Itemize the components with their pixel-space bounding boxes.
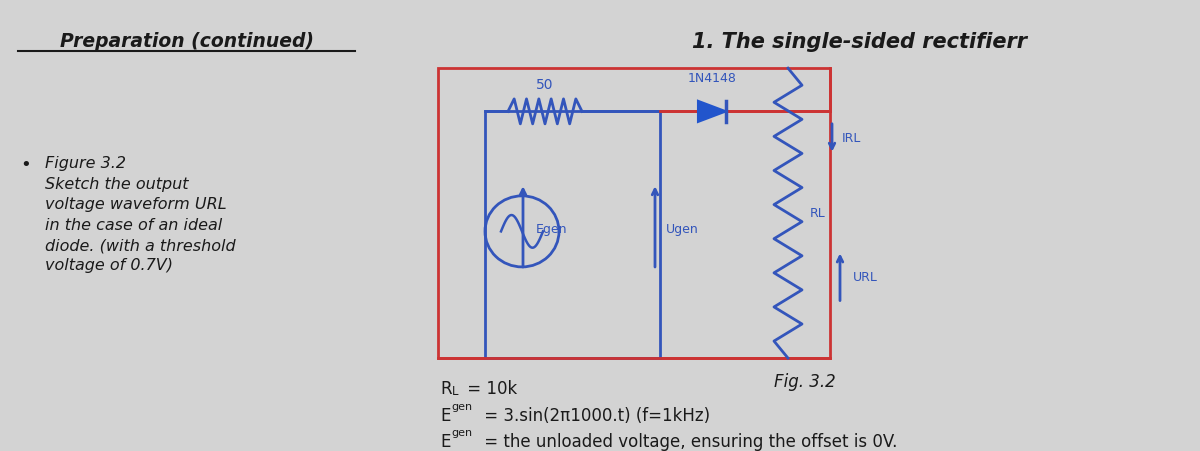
Text: Fig. 3.2: Fig. 3.2 — [774, 373, 836, 391]
Text: 50: 50 — [536, 78, 553, 92]
Polygon shape — [698, 101, 726, 122]
Text: 1N4148: 1N4148 — [688, 73, 737, 85]
Text: = 10k: = 10k — [462, 380, 517, 398]
Text: URL: URL — [853, 271, 878, 284]
Text: Egen: Egen — [536, 223, 568, 236]
Text: = 3.sin(2π1000.t) (f=1kHz): = 3.sin(2π1000.t) (f=1kHz) — [479, 407, 710, 425]
Text: = the unloaded voltage, ensuring the offset is 0V.: = the unloaded voltage, ensuring the off… — [479, 433, 898, 451]
Text: Preparation (continued): Preparation (continued) — [60, 32, 314, 51]
Text: gen: gen — [451, 402, 473, 412]
Text: 1. The single-sided rectifierr: 1. The single-sided rectifierr — [692, 32, 1027, 52]
Text: L: L — [451, 385, 458, 398]
Text: IRL: IRL — [842, 132, 862, 145]
Text: RL: RL — [810, 207, 826, 220]
Text: Figure 3.2
Sketch the output
voltage waveform URL
in the case of an ideal
diode.: Figure 3.2 Sketch the output voltage wav… — [46, 156, 235, 273]
Text: gen: gen — [451, 428, 473, 438]
Text: R: R — [440, 380, 451, 398]
Text: E: E — [440, 407, 450, 425]
Text: Ugen: Ugen — [666, 223, 698, 236]
Text: E: E — [440, 433, 450, 451]
Text: •: • — [20, 156, 31, 175]
